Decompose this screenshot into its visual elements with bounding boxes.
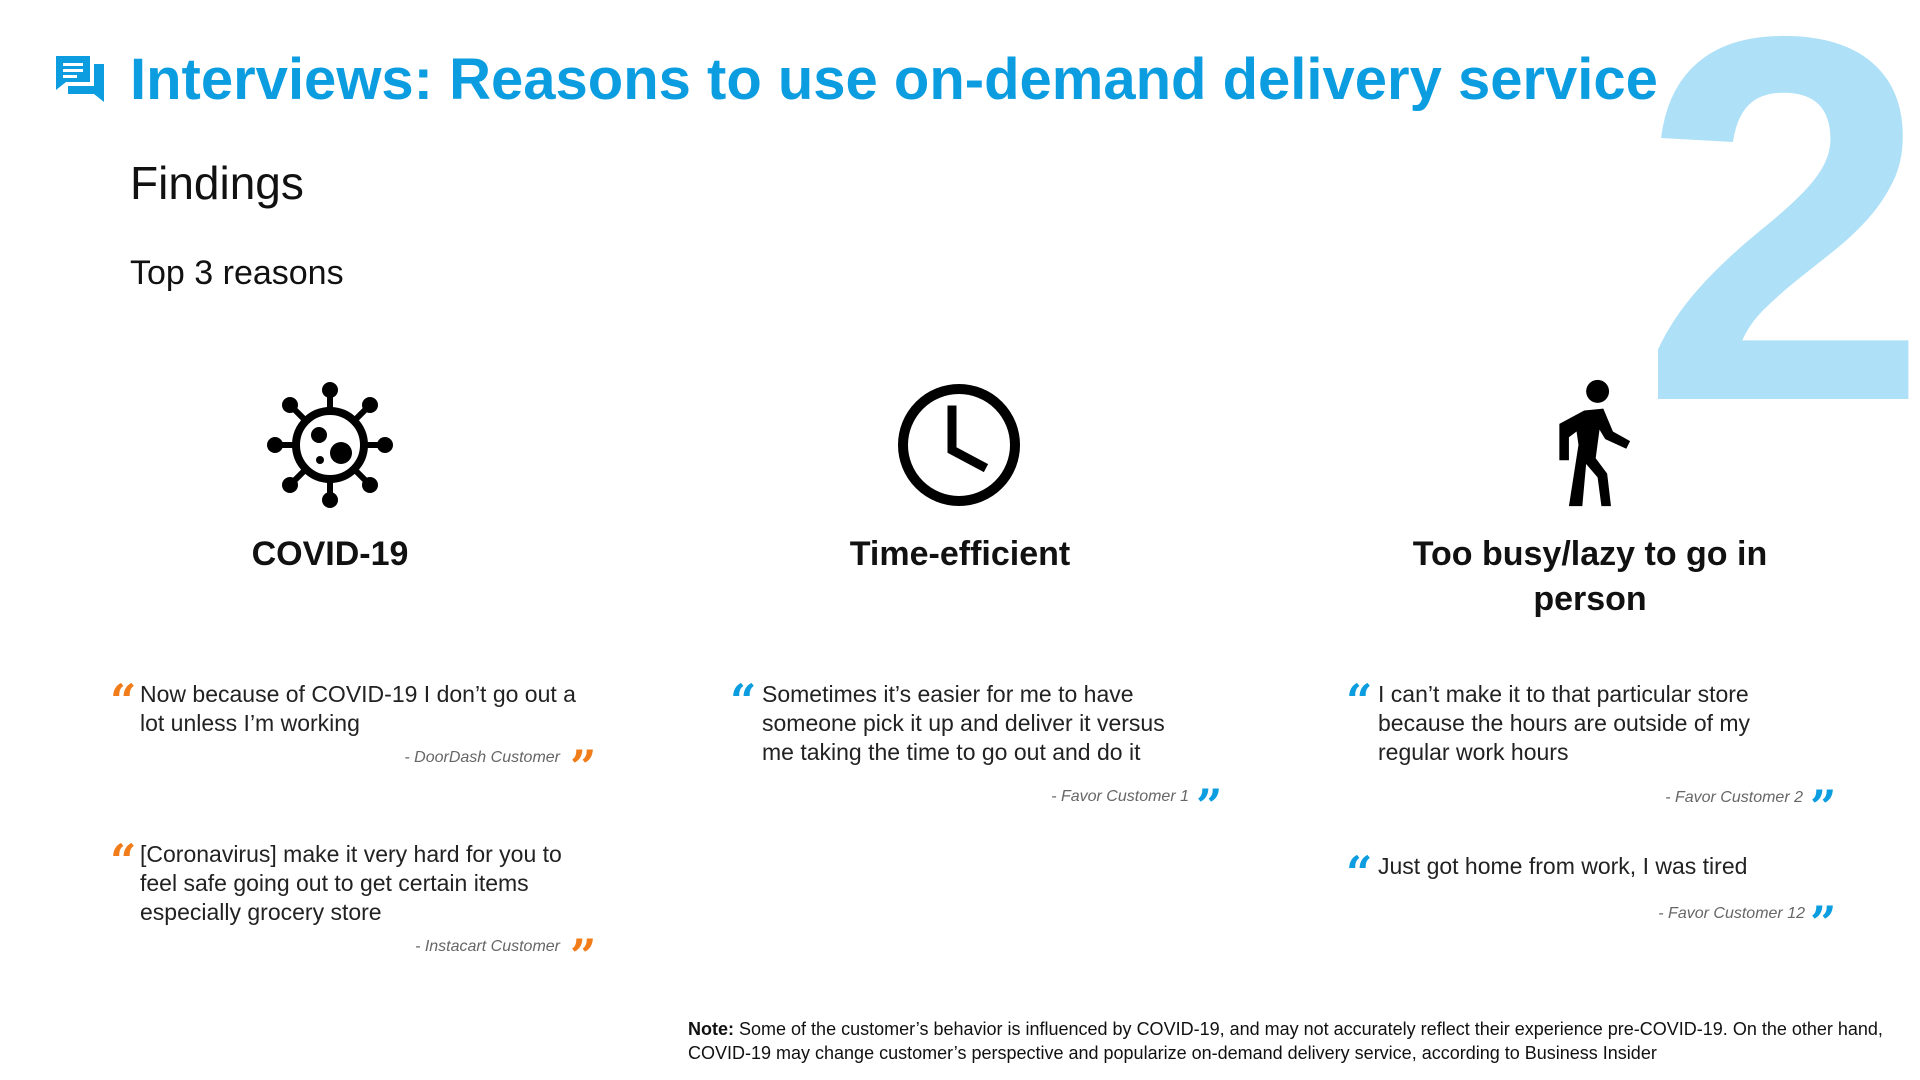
close-quote-icon: ” [1810,780,1837,834]
quote-covid-1: “ Now because of COVID-19 I don’t go out… [110,674,580,738]
quote-source: - Favor Customer 12 [1658,905,1805,922]
quote-source: - Instacart Customer [415,938,560,955]
quote-busy-2: “ Just got home from work, I was tired [1346,850,1816,896]
page-subtitle: Findings [130,157,304,209]
close-quote-icon: ” [570,740,597,794]
open-quote-icon: “ [1346,674,1373,728]
close-quote-icon: ” [570,929,597,983]
quote-text: Sometimes it’s easier for me to have som… [762,681,1165,765]
quote-text: Just got home from work, I was tired [1378,853,1748,879]
reason-name-covid: COVID-19 [251,535,409,573]
quote-source: - Favor Customer 2 [1665,789,1803,806]
virus-icon [267,382,393,508]
walking-person-icon [1559,379,1631,507]
footnote-text: Some of the customer’s behavior is influ… [688,1019,1883,1063]
section-number: 2 [1640,0,1920,510]
quote-time-1: “ Sometimes it’s easier for me to have s… [730,674,1200,767]
page-title: Interviews: Reasons to use on-demand del… [130,47,1658,112]
quote-covid-2: “ [Coronavirus] make it very hard for yo… [110,834,580,927]
footnote: Note: Some of the customer’s behavior is… [688,1017,1888,1065]
open-quote-icon: “ [110,834,137,888]
open-quote-icon: “ [110,674,137,728]
reason-name-busy: Too busy/lazy to go in person [1412,535,1768,618]
quote-source: - DoorDash Customer [404,749,560,766]
reason-name-time: Time-efficient [849,535,1071,573]
clock-icon [898,384,1020,506]
section-label: Top 3 reasons [130,254,344,292]
quote-busy-1: “ I can’t make it to that particular sto… [1346,674,1816,767]
open-quote-icon: “ [730,674,757,728]
footnote-label: Note: [688,1019,734,1039]
close-quote-icon: ” [1810,896,1837,950]
chat-bubbles-icon [56,56,104,102]
quote-text: I can’t make it to that particular store… [1378,681,1751,765]
open-quote-icon: “ [1346,846,1373,900]
quote-text: Now because of COVID-19 I don’t go out a… [140,681,576,736]
quote-source: - Favor Customer 1 [1051,788,1189,805]
close-quote-icon: ” [1196,779,1223,833]
quote-text: [Coronavirus] make it very hard for you … [140,841,562,925]
